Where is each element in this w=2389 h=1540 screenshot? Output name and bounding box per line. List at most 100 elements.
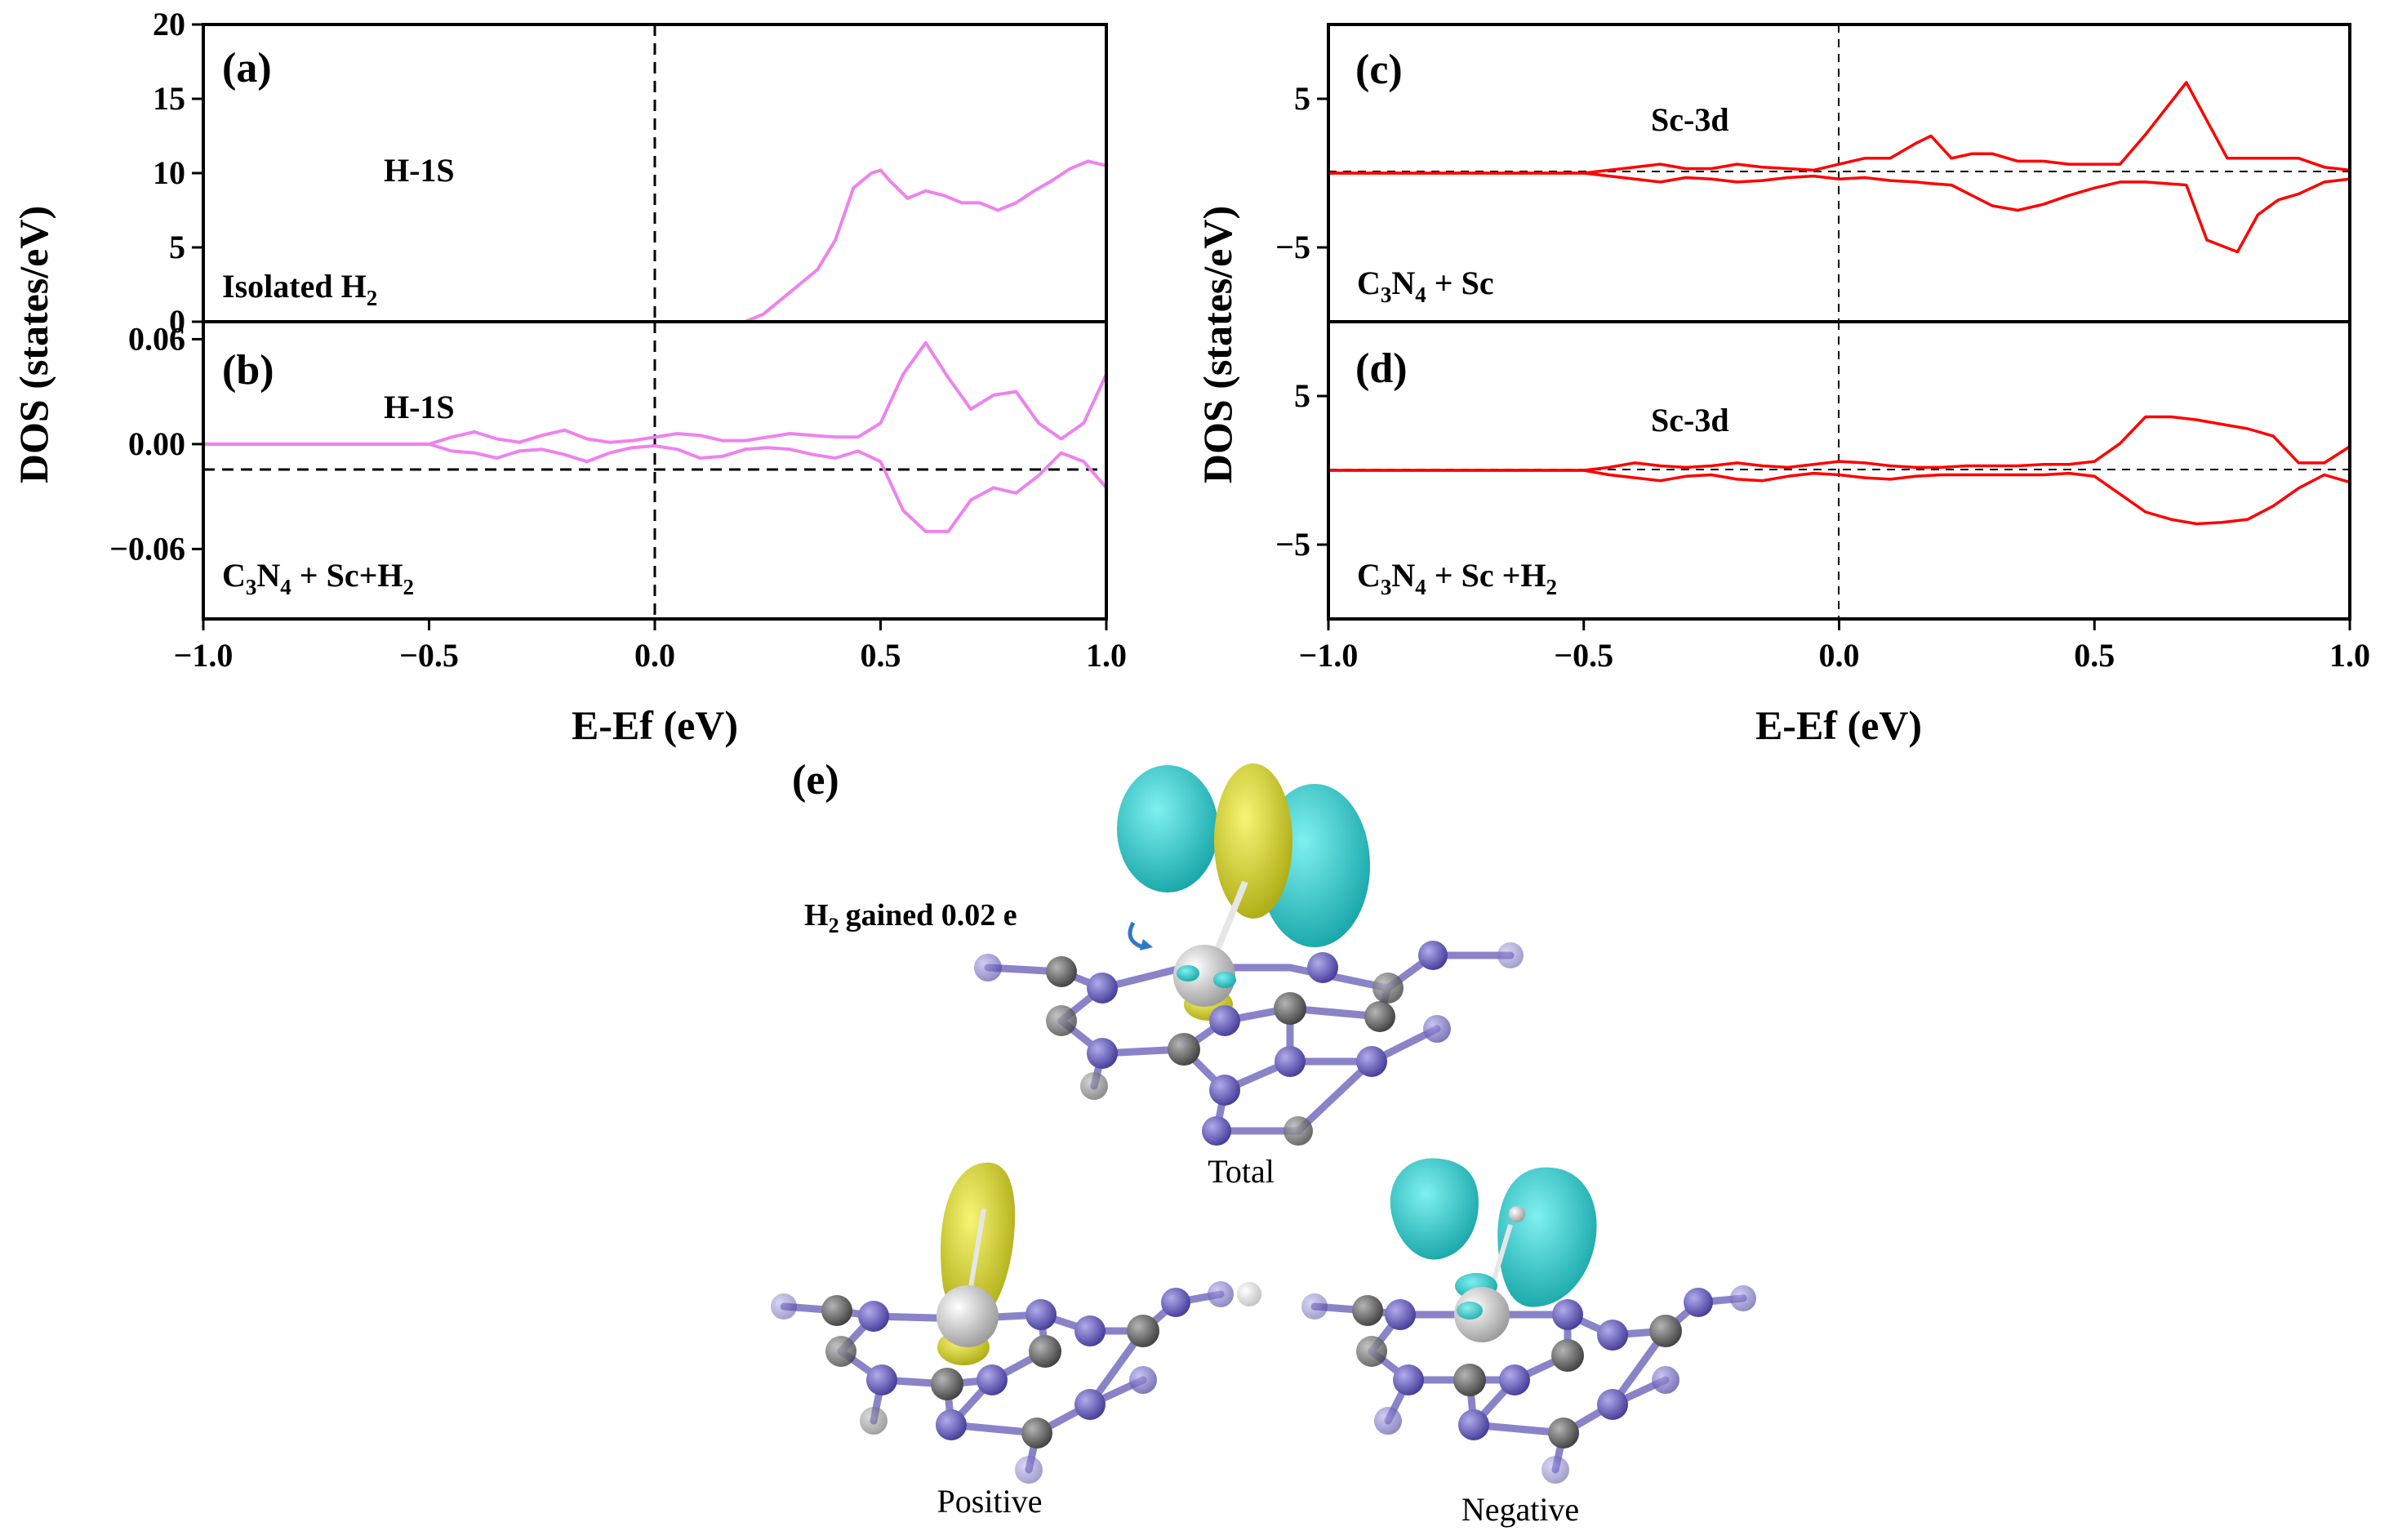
y-tick-label: 5 [169, 229, 185, 265]
panel-d-label: (d) [1355, 345, 1408, 392]
system-label-part: C [1357, 265, 1381, 301]
panel-c-series-label: Sc-3d [1651, 101, 1729, 138]
panel-b-label: (b) [222, 347, 274, 394]
panel-b-y-ticks: −0.06 0.00 0.06 [109, 320, 203, 567]
negative-charge-structure: Negative [1301, 1158, 1756, 1528]
left-dos-plot: DOS (states/eV) 0 5 10 15 20 (a) H-1S Isolat… [11, 6, 1127, 748]
x-tick-label: −1.0 [1299, 637, 1359, 674]
y-tick-label: 0 [169, 303, 185, 340]
panel-d-sc3d-down-curve [1328, 469, 2351, 526]
panel-b-x-ticks: −1.0 −0.5 0.0 0.5 1.0 [174, 619, 1127, 674]
panel-a-y-ticks: 0 5 10 15 20 [153, 6, 203, 340]
panel-a-system-sub: 2 [367, 286, 378, 310]
y-tick-label: 5 [1294, 377, 1310, 414]
total-cyan-lobe-left [1117, 765, 1218, 892]
negative-sc-atom [1454, 1287, 1510, 1342]
x-tick-label: 0.0 [634, 637, 675, 674]
system-label-part: N [256, 557, 280, 594]
positive-sc-atom [936, 1285, 999, 1347]
panel-e-label: (e) [792, 757, 839, 803]
panel-d-x-ticks: −1.0 −0.5 0.0 0.5 1.0 [1299, 619, 2370, 674]
total-atoms [974, 941, 1524, 1146]
y-tick-label: −0.06 [109, 530, 185, 567]
system-label-part: N [1391, 265, 1415, 301]
positive-charge-structure: Positive [771, 1162, 1261, 1520]
panel-c-sc3d-down-curve [1328, 171, 2351, 254]
x-tick-label: 1.0 [2329, 637, 2370, 674]
panel-b-frame [202, 320, 1108, 621]
panel-c: −5 5 (c) Sc-3d C3N4 + Sc [1275, 23, 2351, 323]
panel-c-y-ticks: −5 5 [1275, 80, 1328, 265]
y-tick-label: 0.06 [128, 320, 185, 357]
charge-transfer-text: H2 gained 0.02 e [804, 898, 1017, 937]
x-tick-label: 0.5 [2074, 637, 2115, 674]
system-label-part: C [222, 557, 246, 594]
y-tick-label: 10 [153, 154, 185, 191]
system-label-part: + Sc [1426, 265, 1494, 301]
system-label-part: N [1391, 557, 1415, 594]
y-tick-label: −5 [1275, 526, 1310, 563]
panel-a-system-label: Isolated H2 [222, 268, 377, 310]
total-charge-structure: H2 gained 0.02 e Total [804, 763, 1524, 1190]
panel-c-label: (c) [1355, 47, 1403, 93]
panel-d-sc3d-up-curve [1328, 415, 2351, 472]
system-label-part: 3 [246, 575, 257, 599]
x-tick-label: −0.5 [1554, 637, 1613, 674]
panel-c-sc3d-up-curve [1328, 81, 2351, 175]
x-axis-title-left: E-Ef (eV) [572, 702, 738, 748]
charge-amount: gained 0.02 e [846, 898, 1017, 932]
panel-a: 0 5 10 15 20 (a) H-1S Isolated H2 [153, 6, 1108, 340]
system-label-part: 4 [280, 575, 291, 599]
y-axis-title-left: DOS (states/eV) [11, 206, 56, 483]
panel-a-series-label: H-1S [384, 152, 455, 189]
x-axis-title-right: E-Ef (eV) [1755, 702, 1922, 748]
y-tick-label: 5 [1294, 80, 1310, 117]
system-label-part: C [1357, 557, 1381, 594]
panel-a-label: (a) [222, 45, 272, 91]
y-axis-title-right: DOS (states/eV) [1194, 206, 1240, 483]
negative-cyan-lobe-left [1390, 1158, 1479, 1260]
caption-total: Total [1208, 1153, 1275, 1190]
panel-a-system-text: Isolated H [222, 268, 367, 305]
panel-d: −5 5 −1.0 −0.5 0.0 0.5 1.0 (d) Sc-3d C3N4 + S… [1275, 320, 2370, 674]
charge-transfer-arrow [1128, 921, 1144, 950]
total-yellow-lobe [1214, 763, 1292, 919]
panel-b-h1s-down-curve [203, 442, 1108, 533]
x-tick-label: 0.0 [1819, 637, 1860, 674]
charge-species: H [804, 898, 829, 932]
system-label-part: 4 [1415, 283, 1426, 307]
x-tick-label: 1.0 [1086, 637, 1127, 674]
panel-b-system-label: C3N4 + Sc+H2 [222, 557, 414, 599]
charge-species-sub: 2 [829, 914, 839, 937]
system-label-part: + Sc+H [291, 557, 403, 594]
x-tick-label: −1.0 [174, 637, 234, 674]
panel-c-system-label: C3N4 + Sc [1357, 265, 1494, 307]
y-tick-label: 0.00 [128, 425, 185, 462]
panel-b: −0.06 0.00 0.06 −1.0 −0.5 0.0 0.5 1.0 (b) H-1S… [109, 320, 1127, 674]
total-sc-atom [1173, 945, 1235, 1007]
panel-d-system-label: C3N4 + Sc +H2 [1357, 557, 1557, 599]
y-tick-label: 15 [153, 80, 185, 117]
system-label-part: 2 [1546, 575, 1557, 599]
x-tick-label: 0.5 [861, 637, 901, 674]
system-label-part: 3 [1381, 575, 1392, 599]
system-label-part: + Sc +H [1426, 557, 1546, 594]
caption-positive: Positive [937, 1483, 1043, 1520]
panel-d-series-label: Sc-3d [1651, 402, 1729, 438]
system-label-part: 4 [1415, 575, 1426, 599]
caption-negative: Negative [1461, 1491, 1579, 1528]
panel-b-series-label: H-1S [384, 389, 455, 425]
panel-b-h1s-up-curve [203, 340, 1108, 446]
system-label-part: 2 [403, 575, 414, 599]
panel-e: (e) [771, 757, 1756, 1528]
panel-d-y-ticks: −5 5 [1275, 377, 1328, 563]
y-tick-label: 20 [153, 6, 185, 42]
panel-a-h1s-curve [203, 159, 1107, 323]
panel-d-frame [1327, 320, 2351, 621]
right-dos-plot: DOS (states/eV) −55 (c) Sc-3d C3N4 + Sc … [1194, 23, 2370, 748]
x-tick-label: −0.5 [399, 637, 459, 674]
y-tick-label: −5 [1275, 229, 1310, 265]
negative-cyan-lobe-right [1497, 1167, 1597, 1307]
system-label-part: 3 [1381, 283, 1392, 307]
